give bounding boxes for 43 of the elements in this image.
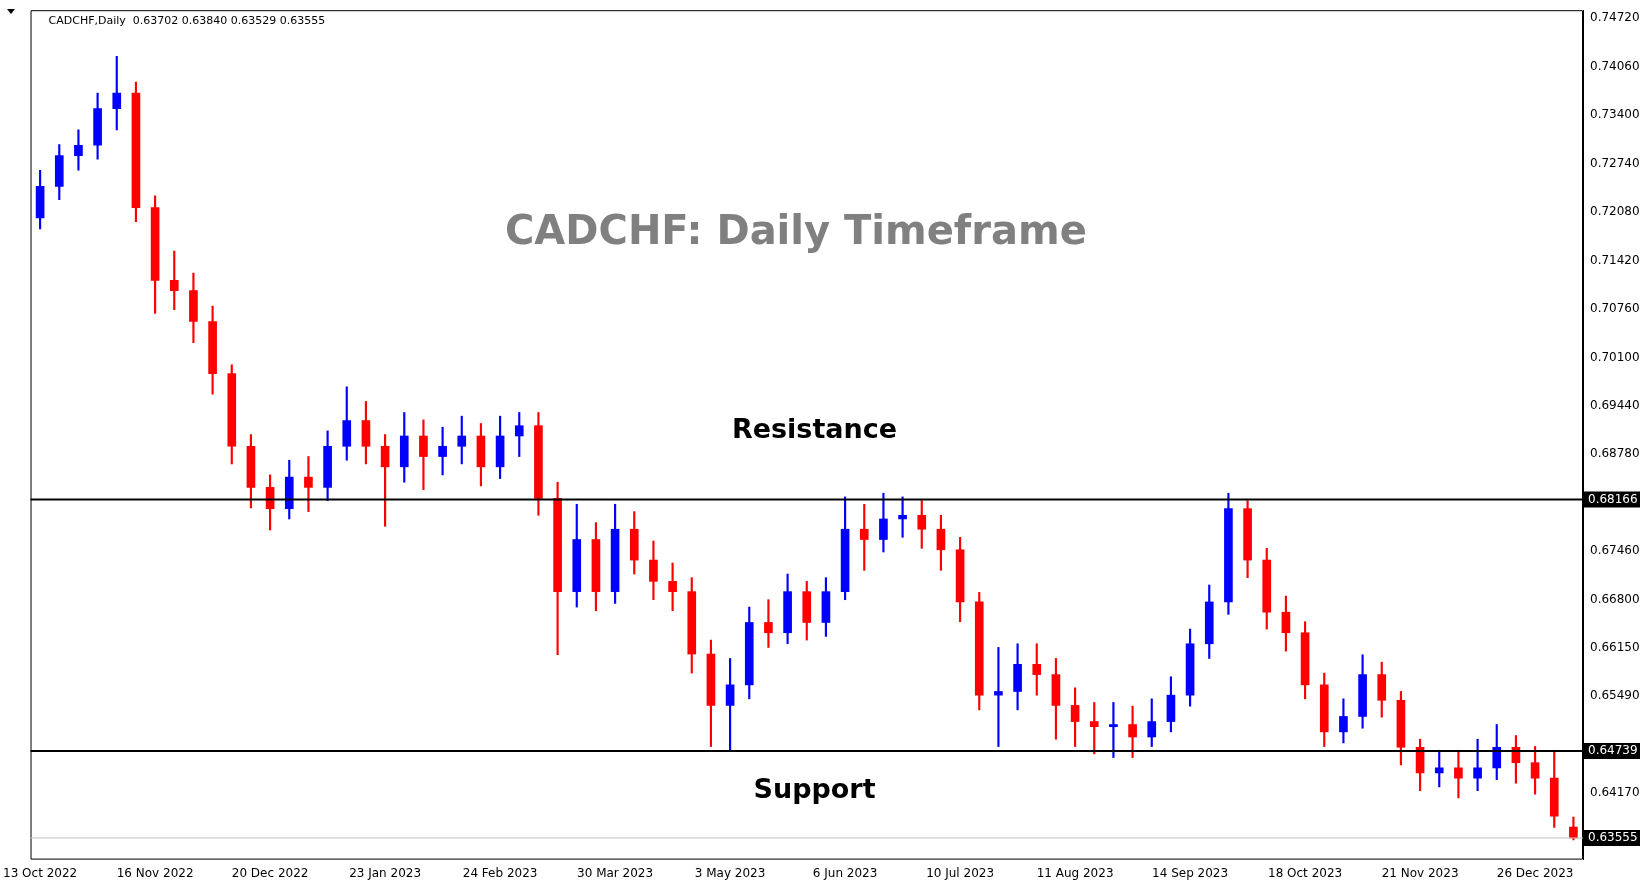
candlestick [419, 419, 428, 490]
x-tick-label: 13 Oct 2022 [3, 865, 78, 880]
text: CADCHF: Daily Timeframe [505, 207, 1087, 254]
y-tick-label: 0.67460 [1590, 543, 1640, 558]
x-tick-label: 6 Jun 2023 [812, 865, 878, 880]
x-tick-label: 26 Dec 2023 [1496, 865, 1574, 880]
y-tick-label: 0.72080 [1590, 204, 1640, 219]
y-tick-label: 0.70100 [1590, 349, 1640, 364]
x-tick-label: 18 Oct 2023 [1267, 865, 1343, 880]
y-tick-label: 0.71420 [1590, 252, 1640, 267]
y-tick-label: 0.66800 [1590, 591, 1640, 606]
x-tick-label: 3 May 2023 [694, 865, 766, 880]
x-tick-label: 30 Mar 2023 [577, 865, 654, 880]
annotation: Support [753, 773, 876, 805]
x-tick-label: 14 Sep 2023 [1152, 865, 1229, 880]
y-tick-label: 0.70760 [1590, 301, 1640, 316]
candlestick [74, 129, 83, 171]
x-tick-label: 11 Aug 2023 [1036, 865, 1114, 880]
x-tick-label: 21 Nov 2023 [1381, 865, 1459, 880]
chart-subtitle: CADCHF,Daily 0.63702 0.63840 0.63529 0.63555 [48, 14, 326, 28]
y-tick-label: 0.74720 [1590, 10, 1640, 25]
candlestick [1109, 702, 1118, 758]
x-tick-label: 23 Jan 2023 [349, 865, 422, 880]
x-tick-label: 20 Dec 2022 [231, 865, 309, 880]
candlestick [994, 647, 1003, 747]
ref-line-label: 0.63555 [1588, 830, 1638, 845]
y-tick-label: 0.66150 [1590, 639, 1640, 654]
x-tick-label: 24 Feb 2023 [462, 865, 538, 880]
y-tick-label: 0.73400 [1590, 107, 1640, 122]
ref-line-label: 0.68166 [1588, 491, 1638, 506]
candlestick [1339, 698, 1348, 744]
y-tick-label: 0.74060 [1590, 58, 1640, 73]
candlestick [304, 456, 313, 512]
y-tick-label: 0.65490 [1590, 688, 1640, 703]
y-tick-label: 0.68780 [1590, 446, 1640, 461]
candlestick [764, 599, 773, 648]
x-tick-label: 16 Nov 2022 [116, 865, 194, 880]
annotation: Resistance [731, 413, 898, 445]
y-tick-label: 0.64170 [1590, 784, 1640, 799]
y-tick-label: 0.72740 [1590, 155, 1640, 170]
ref-line-label: 0.64739 [1588, 743, 1638, 758]
x-tick-label: 10 Jul 2023 [926, 865, 995, 880]
y-tick-label: 0.69440 [1590, 398, 1640, 413]
